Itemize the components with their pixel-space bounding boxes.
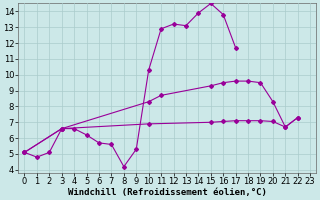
X-axis label: Windchill (Refroidissement éolien,°C): Windchill (Refroidissement éolien,°C)	[68, 188, 267, 197]
